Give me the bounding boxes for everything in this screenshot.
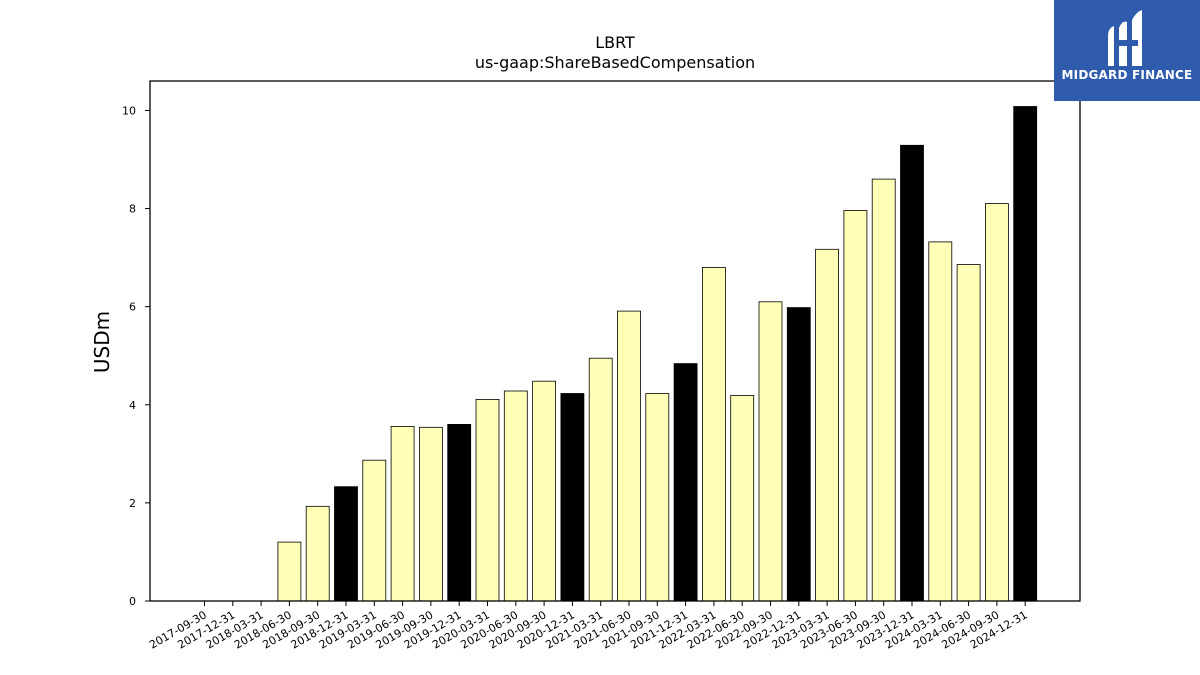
y-axis-label: USDm	[90, 311, 114, 373]
bar-2020-09-30	[532, 380, 556, 602]
bar-2020-06-30	[503, 390, 528, 602]
y-tick-label: 8	[129, 203, 136, 216]
bar-2018-06-30	[277, 541, 302, 602]
bar-2021-03-31	[588, 357, 613, 602]
bar-2024-03-31	[928, 241, 953, 602]
plot-frame	[149, 80, 1081, 602]
bar-2024-12-31	[1013, 106, 1038, 602]
y-axis-ticks: 0 2 4 6 8 10	[122, 104, 150, 608]
bar-2023-09-30	[871, 178, 896, 602]
bar-2021-12-31	[673, 363, 698, 602]
bar-2019-09-30	[418, 426, 443, 602]
y-tick-label: 10	[122, 104, 136, 117]
chart-subtitle: us-gaap:ShareBasedCompensation	[475, 53, 755, 72]
bar-2022-12-31	[786, 307, 811, 602]
bars-group	[277, 106, 1038, 602]
bar-2018-12-31	[334, 486, 358, 602]
bar-2021-09-30	[645, 393, 670, 602]
bar-2020-12-31	[560, 393, 585, 602]
y-tick-label: 0	[129, 595, 136, 608]
bar-2018-09-30	[305, 505, 330, 602]
y-tick-label: 6	[129, 301, 136, 314]
bar-2022-09-30	[758, 301, 783, 602]
bar-2019-03-31	[362, 459, 387, 602]
x-axis-ticks: 2017-09-302017-12-312018-03-312018-06-30…	[147, 601, 1030, 652]
logo-mark-icon	[1108, 10, 1142, 67]
bar-2023-06-30	[843, 210, 868, 602]
logo-text: MIDGARD FINANCE	[1061, 68, 1193, 82]
bar-2020-03-31	[475, 398, 500, 602]
bar-2024-06-30	[956, 264, 981, 602]
bar-2022-03-31	[702, 266, 726, 602]
bar-2023-03-31	[815, 248, 839, 602]
brand-logo: MIDGARD FINANCE	[1054, 0, 1200, 101]
bar-2021-06-30	[617, 310, 641, 602]
bar-2023-12-31	[900, 144, 924, 602]
y-tick-label: 2	[129, 497, 136, 510]
chart-title: LBRT	[595, 33, 635, 52]
bar-2019-06-30	[390, 425, 415, 602]
bar-2019-12-31	[447, 423, 472, 602]
y-tick-label: 4	[129, 399, 136, 412]
bar-2024-09-30	[985, 203, 1009, 602]
bar-2022-06-30	[730, 395, 755, 602]
